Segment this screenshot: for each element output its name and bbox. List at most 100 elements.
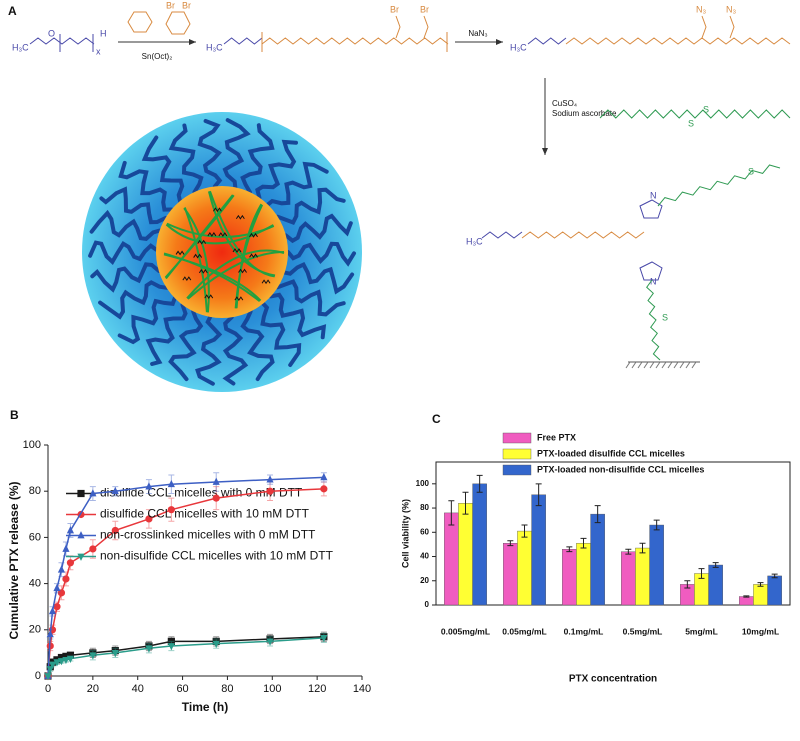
- atom-label: Br: [390, 4, 399, 14]
- marker: [57, 653, 66, 662]
- polymer-chain: [240, 123, 275, 195]
- error-bar: [448, 500, 455, 526]
- reagent: Sn(Oct)₂: [142, 52, 173, 61]
- bond: [29, 37, 95, 45]
- marker: [44, 673, 52, 681]
- marker: [111, 650, 119, 658]
- marker: [46, 666, 54, 674]
- polymer-chain: [268, 292, 327, 340]
- error-bar: [462, 491, 469, 515]
- polymer-chain: [118, 160, 174, 212]
- marker: [62, 575, 70, 583]
- atom-label: S: [662, 312, 668, 322]
- polymer-chain: [275, 187, 346, 226]
- marker: [66, 559, 75, 567]
- marker: [57, 658, 66, 666]
- error-bar: [757, 582, 764, 587]
- drug: [249, 232, 258, 238]
- x-axis-title: PTX concentration: [569, 674, 657, 685]
- marker: [111, 526, 119, 535]
- bar: [562, 549, 577, 606]
- x-tick-label: 0: [45, 683, 51, 695]
- drug: [234, 296, 244, 302]
- bar: [739, 596, 754, 606]
- legend-label: non-crosslinked micelles with 0 mM DTT: [100, 528, 316, 542]
- bar: [767, 575, 782, 606]
- panel-label: A: [8, 4, 17, 18]
- error-bar: [507, 540, 514, 547]
- y-tick-label: 40: [420, 552, 429, 561]
- legend-label: PTX-loaded disulfide CCL micelles: [537, 448, 685, 458]
- y-tick-label: 20: [29, 624, 41, 636]
- x-tick-label: 10mg/mL: [742, 626, 779, 636]
- atom-label: Br: [420, 4, 429, 14]
- polymer-chain: [141, 135, 185, 204]
- polymer-chain: [240, 309, 275, 382]
- bar: [576, 542, 591, 606]
- marker: [89, 489, 97, 497]
- bar: [621, 551, 636, 606]
- reagent: CuSO₄: [552, 99, 577, 108]
- marker: [77, 553, 85, 561]
- atom-label: Br: [182, 0, 191, 10]
- surface-hatch: [643, 361, 649, 369]
- bond: [481, 231, 523, 239]
- marker: [212, 640, 220, 648]
- error-bar: [771, 573, 778, 579]
- atom-label: H₃C: [206, 42, 223, 52]
- surface-hatch: [637, 361, 643, 369]
- bar: [472, 483, 487, 606]
- bond: [395, 15, 401, 39]
- atom-label: N: [650, 276, 657, 286]
- atom-label: H₃C: [466, 236, 483, 246]
- micelle-core: [156, 186, 288, 318]
- bar: [635, 547, 650, 606]
- marker: [53, 659, 61, 667]
- surface-hatch: [673, 361, 679, 369]
- marker: [48, 607, 57, 615]
- marker: [167, 643, 175, 651]
- atom-label: O: [48, 28, 55, 38]
- marker: [320, 473, 328, 481]
- surface-hatch: [631, 361, 637, 369]
- drug: [197, 239, 207, 245]
- atom-label: N: [650, 190, 657, 200]
- panel-label: B: [10, 408, 19, 422]
- monomer: [127, 11, 153, 33]
- crosslink: [166, 222, 275, 238]
- y-axis-title: Cell viability (%): [400, 499, 410, 568]
- drug: [198, 268, 208, 274]
- error-bar: [712, 562, 719, 568]
- marker: [46, 630, 54, 638]
- polymer-chain: [265, 161, 329, 207]
- reagent: Sodium ascorbate: [552, 109, 617, 118]
- marker: [266, 475, 274, 483]
- x-tick-label: 80: [221, 683, 233, 695]
- drug: [235, 214, 245, 220]
- drug: [204, 294, 214, 300]
- atom-label: Br: [166, 0, 175, 10]
- crosslink: [183, 207, 208, 313]
- atom-label: N₃: [726, 4, 736, 14]
- legend-label: PTX-loaded non-disulfide CCL micelles: [537, 464, 704, 474]
- polymer-chain: [98, 280, 169, 320]
- x-tick-label: 5mg/mL: [685, 626, 718, 636]
- surface-hatch: [679, 361, 685, 369]
- monomer: [165, 11, 191, 35]
- bar: [444, 512, 459, 606]
- x-tick-label: 60: [176, 683, 188, 695]
- bar: [649, 524, 664, 606]
- drug: [261, 279, 271, 285]
- marker: [66, 651, 75, 659]
- marker: [266, 487, 274, 495]
- polymer-chain: [89, 209, 162, 242]
- legend-swatch: [502, 448, 532, 460]
- polymer-chain: [283, 213, 353, 244]
- bar: [708, 564, 723, 606]
- polymer-chain: [260, 301, 302, 367]
- bond: [527, 37, 567, 45]
- marker: [77, 489, 85, 498]
- crosslink: [209, 190, 275, 278]
- marker: [66, 526, 75, 534]
